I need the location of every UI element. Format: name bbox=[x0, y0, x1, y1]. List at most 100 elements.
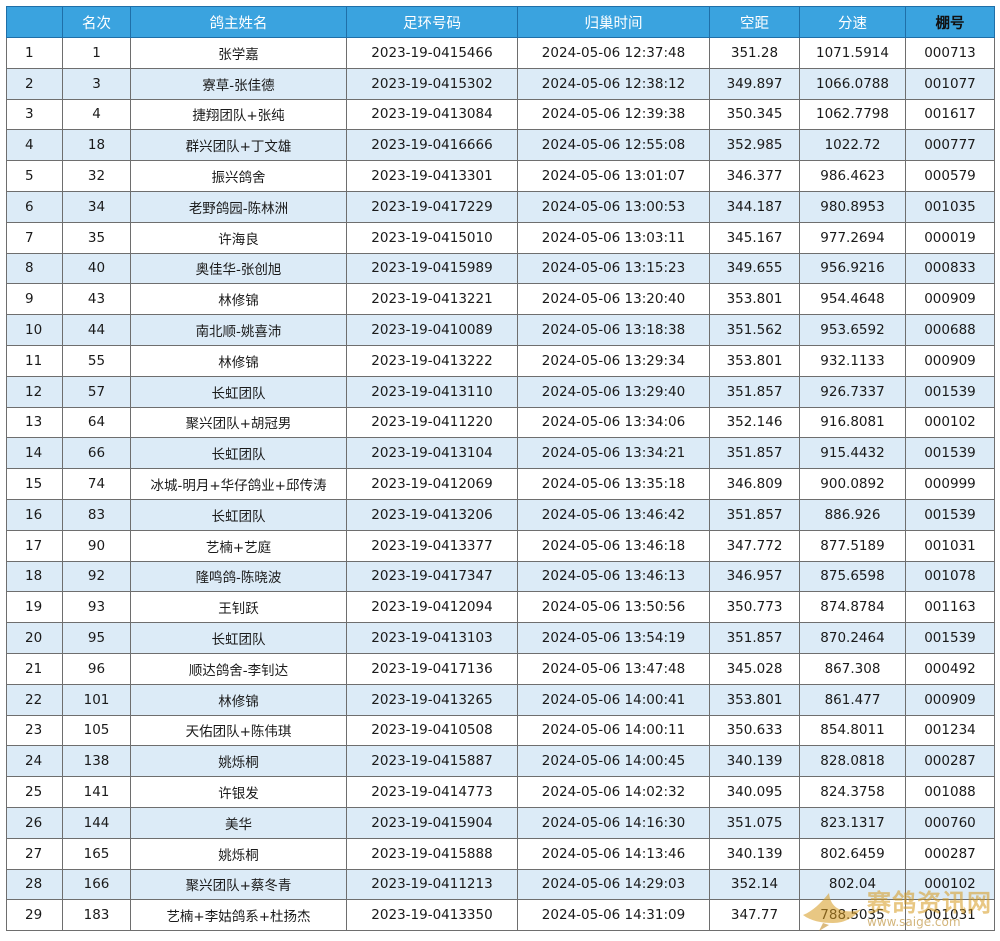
table-row: 9 43 林修锦 2023-19-0413221 2024-05-06 13:20:40… bbox=[6, 283, 995, 316]
cell-arrival: 2024-05-06 13:03:11 bbox=[517, 221, 710, 254]
cell-arrival: 2024-05-06 12:37:48 bbox=[517, 37, 710, 69]
table-row: 17 90 艺楠+艺庭 2023-19-0413377 2024-05-06 13:46… bbox=[6, 529, 995, 562]
table-row: 22 101 林修锦 2023-19-0413265 2024-05-06 14:00:… bbox=[6, 683, 995, 716]
cell-owner: 寮草-张佳德 bbox=[130, 67, 347, 100]
table-row: 25 141 许银发 2023-19-0414773 2024-05-06 14:02:… bbox=[6, 776, 995, 808]
cell-owner: 林修锦 bbox=[130, 344, 347, 377]
cell-speed: 861.477 bbox=[799, 683, 906, 716]
cell-loft: 000492 bbox=[905, 652, 995, 685]
cell-index: 17 bbox=[6, 529, 63, 562]
cell-index: 27 bbox=[6, 837, 63, 870]
cell-speed: 980.8953 bbox=[799, 190, 906, 223]
cell-index: 15 bbox=[6, 468, 63, 500]
cell-distance: 350.633 bbox=[709, 714, 800, 747]
cell-owner: 群兴团队+丁文雄 bbox=[130, 129, 347, 162]
cell-loft: 001088 bbox=[905, 776, 995, 808]
cell-speed: 1066.0788 bbox=[799, 67, 906, 100]
cell-arrival: 2024-05-06 14:00:41 bbox=[517, 683, 710, 716]
cell-index: 3 bbox=[6, 98, 63, 131]
cell-distance: 346.809 bbox=[709, 468, 800, 500]
cell-loft: 001078 bbox=[905, 560, 995, 593]
cell-distance: 353.801 bbox=[709, 283, 800, 316]
cell-owner: 隆鸣鸽-陈晓波 bbox=[130, 560, 347, 593]
table-row: 28 166 聚兴团队+蔡冬青 2023-19-0411213 2024-05-06 1… bbox=[6, 868, 995, 901]
cell-index: 4 bbox=[6, 129, 63, 162]
cell-arrival: 2024-05-06 14:00:45 bbox=[517, 745, 710, 778]
cell-owner: 振兴鸽舍 bbox=[130, 160, 347, 192]
cell-distance: 353.801 bbox=[709, 344, 800, 377]
cell-rank: 35 bbox=[62, 221, 131, 254]
cell-speed: 926.7337 bbox=[799, 375, 906, 408]
table-row: 8 40 奥佳华-张创旭 2023-19-0415989 2024-05-06 13:1… bbox=[6, 252, 995, 285]
cell-rank: 95 bbox=[62, 622, 131, 654]
cell-index: 24 bbox=[6, 745, 63, 778]
cell-distance: 340.139 bbox=[709, 745, 800, 778]
cell-ring: 2023-19-0411220 bbox=[346, 406, 518, 439]
cell-arrival: 2024-05-06 14:13:46 bbox=[517, 837, 710, 870]
cell-owner: 长虹团队 bbox=[130, 498, 347, 531]
cell-loft: 000102 bbox=[905, 868, 995, 901]
cell-owner: 捷翔团队+张纯 bbox=[130, 98, 347, 131]
cell-distance: 344.187 bbox=[709, 190, 800, 223]
cell-distance: 347.772 bbox=[709, 529, 800, 562]
cell-rank: 40 bbox=[62, 252, 131, 285]
cell-ring: 2023-19-0413206 bbox=[346, 498, 518, 531]
cell-owner: 林修锦 bbox=[130, 683, 347, 716]
cell-speed: 875.6598 bbox=[799, 560, 906, 593]
cell-rank: 43 bbox=[62, 283, 131, 316]
cell-owner: 艺楠+李姑鸽系+杜扬杰 bbox=[130, 899, 347, 932]
cell-owner: 长虹团队 bbox=[130, 437, 347, 470]
cell-distance: 352.146 bbox=[709, 406, 800, 439]
cell-index: 28 bbox=[6, 868, 63, 901]
cell-arrival: 2024-05-06 13:00:53 bbox=[517, 190, 710, 223]
cell-loft: 001077 bbox=[905, 67, 995, 100]
cell-ring: 2023-19-0413103 bbox=[346, 622, 518, 654]
cell-owner: 许海良 bbox=[130, 221, 347, 254]
cell-speed: 915.4432 bbox=[799, 437, 906, 470]
cell-distance: 345.028 bbox=[709, 652, 800, 685]
cell-index: 11 bbox=[6, 344, 63, 377]
cell-speed: 867.308 bbox=[799, 652, 906, 685]
cell-arrival: 2024-05-06 12:38:12 bbox=[517, 67, 710, 100]
cell-index: 29 bbox=[6, 899, 63, 932]
cell-index: 23 bbox=[6, 714, 63, 747]
cell-ring: 2023-19-0410508 bbox=[346, 714, 518, 747]
cell-arrival: 2024-05-06 13:29:34 bbox=[517, 344, 710, 377]
cell-owner: 老野鸽园-陈林洲 bbox=[130, 190, 347, 223]
table-row: 27 165 姚烁桐 2023-19-0415888 2024-05-06 14:13:… bbox=[6, 837, 995, 870]
cell-ring: 2023-19-0415466 bbox=[346, 37, 518, 69]
cell-rank: 74 bbox=[62, 468, 131, 500]
cell-loft: 000019 bbox=[905, 221, 995, 254]
cell-distance: 346.377 bbox=[709, 160, 800, 192]
cell-distance: 340.139 bbox=[709, 837, 800, 870]
cell-ring: 2023-19-0415887 bbox=[346, 745, 518, 778]
cell-index: 21 bbox=[6, 652, 63, 685]
cell-rank: 105 bbox=[62, 714, 131, 747]
cell-ring: 2023-19-0413301 bbox=[346, 160, 518, 192]
cell-ring: 2023-19-0413084 bbox=[346, 98, 518, 131]
col-rank-header: 名次 bbox=[62, 6, 131, 38]
cell-rank: 64 bbox=[62, 406, 131, 439]
results-table: 名次 鸽主姓名 足环号码 归巢时间 空距 分速 棚号 1 1 张学嘉 2023-19-… bbox=[6, 6, 995, 932]
table-row: 2 3 寮草-张佳德 2023-19-0415302 2024-05-06 12:38:… bbox=[6, 67, 995, 100]
results-table-container: 名次 鸽主姓名 足环号码 归巢时间 空距 分速 棚号 1 1 张学嘉 2023-19-… bbox=[6, 6, 995, 932]
cell-ring: 2023-19-0415302 bbox=[346, 67, 518, 100]
cell-arrival: 2024-05-06 13:01:07 bbox=[517, 160, 710, 192]
cell-distance: 353.801 bbox=[709, 683, 800, 716]
cell-distance: 345.167 bbox=[709, 221, 800, 254]
table-row: 4 18 群兴团队+丁文雄 2023-19-0416666 2024-05-06 12:… bbox=[6, 129, 995, 162]
cell-index: 12 bbox=[6, 375, 63, 408]
cell-arrival: 2024-05-06 14:00:11 bbox=[517, 714, 710, 747]
cell-index: 7 bbox=[6, 221, 63, 254]
cell-arrival: 2024-05-06 13:46:13 bbox=[517, 560, 710, 593]
cell-rank: 144 bbox=[62, 806, 131, 839]
cell-index: 20 bbox=[6, 622, 63, 654]
cell-speed: 802.6459 bbox=[799, 837, 906, 870]
table-row: 14 66 长虹团队 2023-19-0413104 2024-05-06 13:34:… bbox=[6, 437, 995, 470]
table-row: 5 32 振兴鸽舍 2023-19-0413301 2024-05-06 13:01:0… bbox=[6, 160, 995, 192]
cell-loft: 001539 bbox=[905, 437, 995, 470]
cell-loft: 000777 bbox=[905, 129, 995, 162]
cell-distance: 351.857 bbox=[709, 498, 800, 531]
cell-rank: 4 bbox=[62, 98, 131, 131]
cell-ring: 2023-19-0416666 bbox=[346, 129, 518, 162]
